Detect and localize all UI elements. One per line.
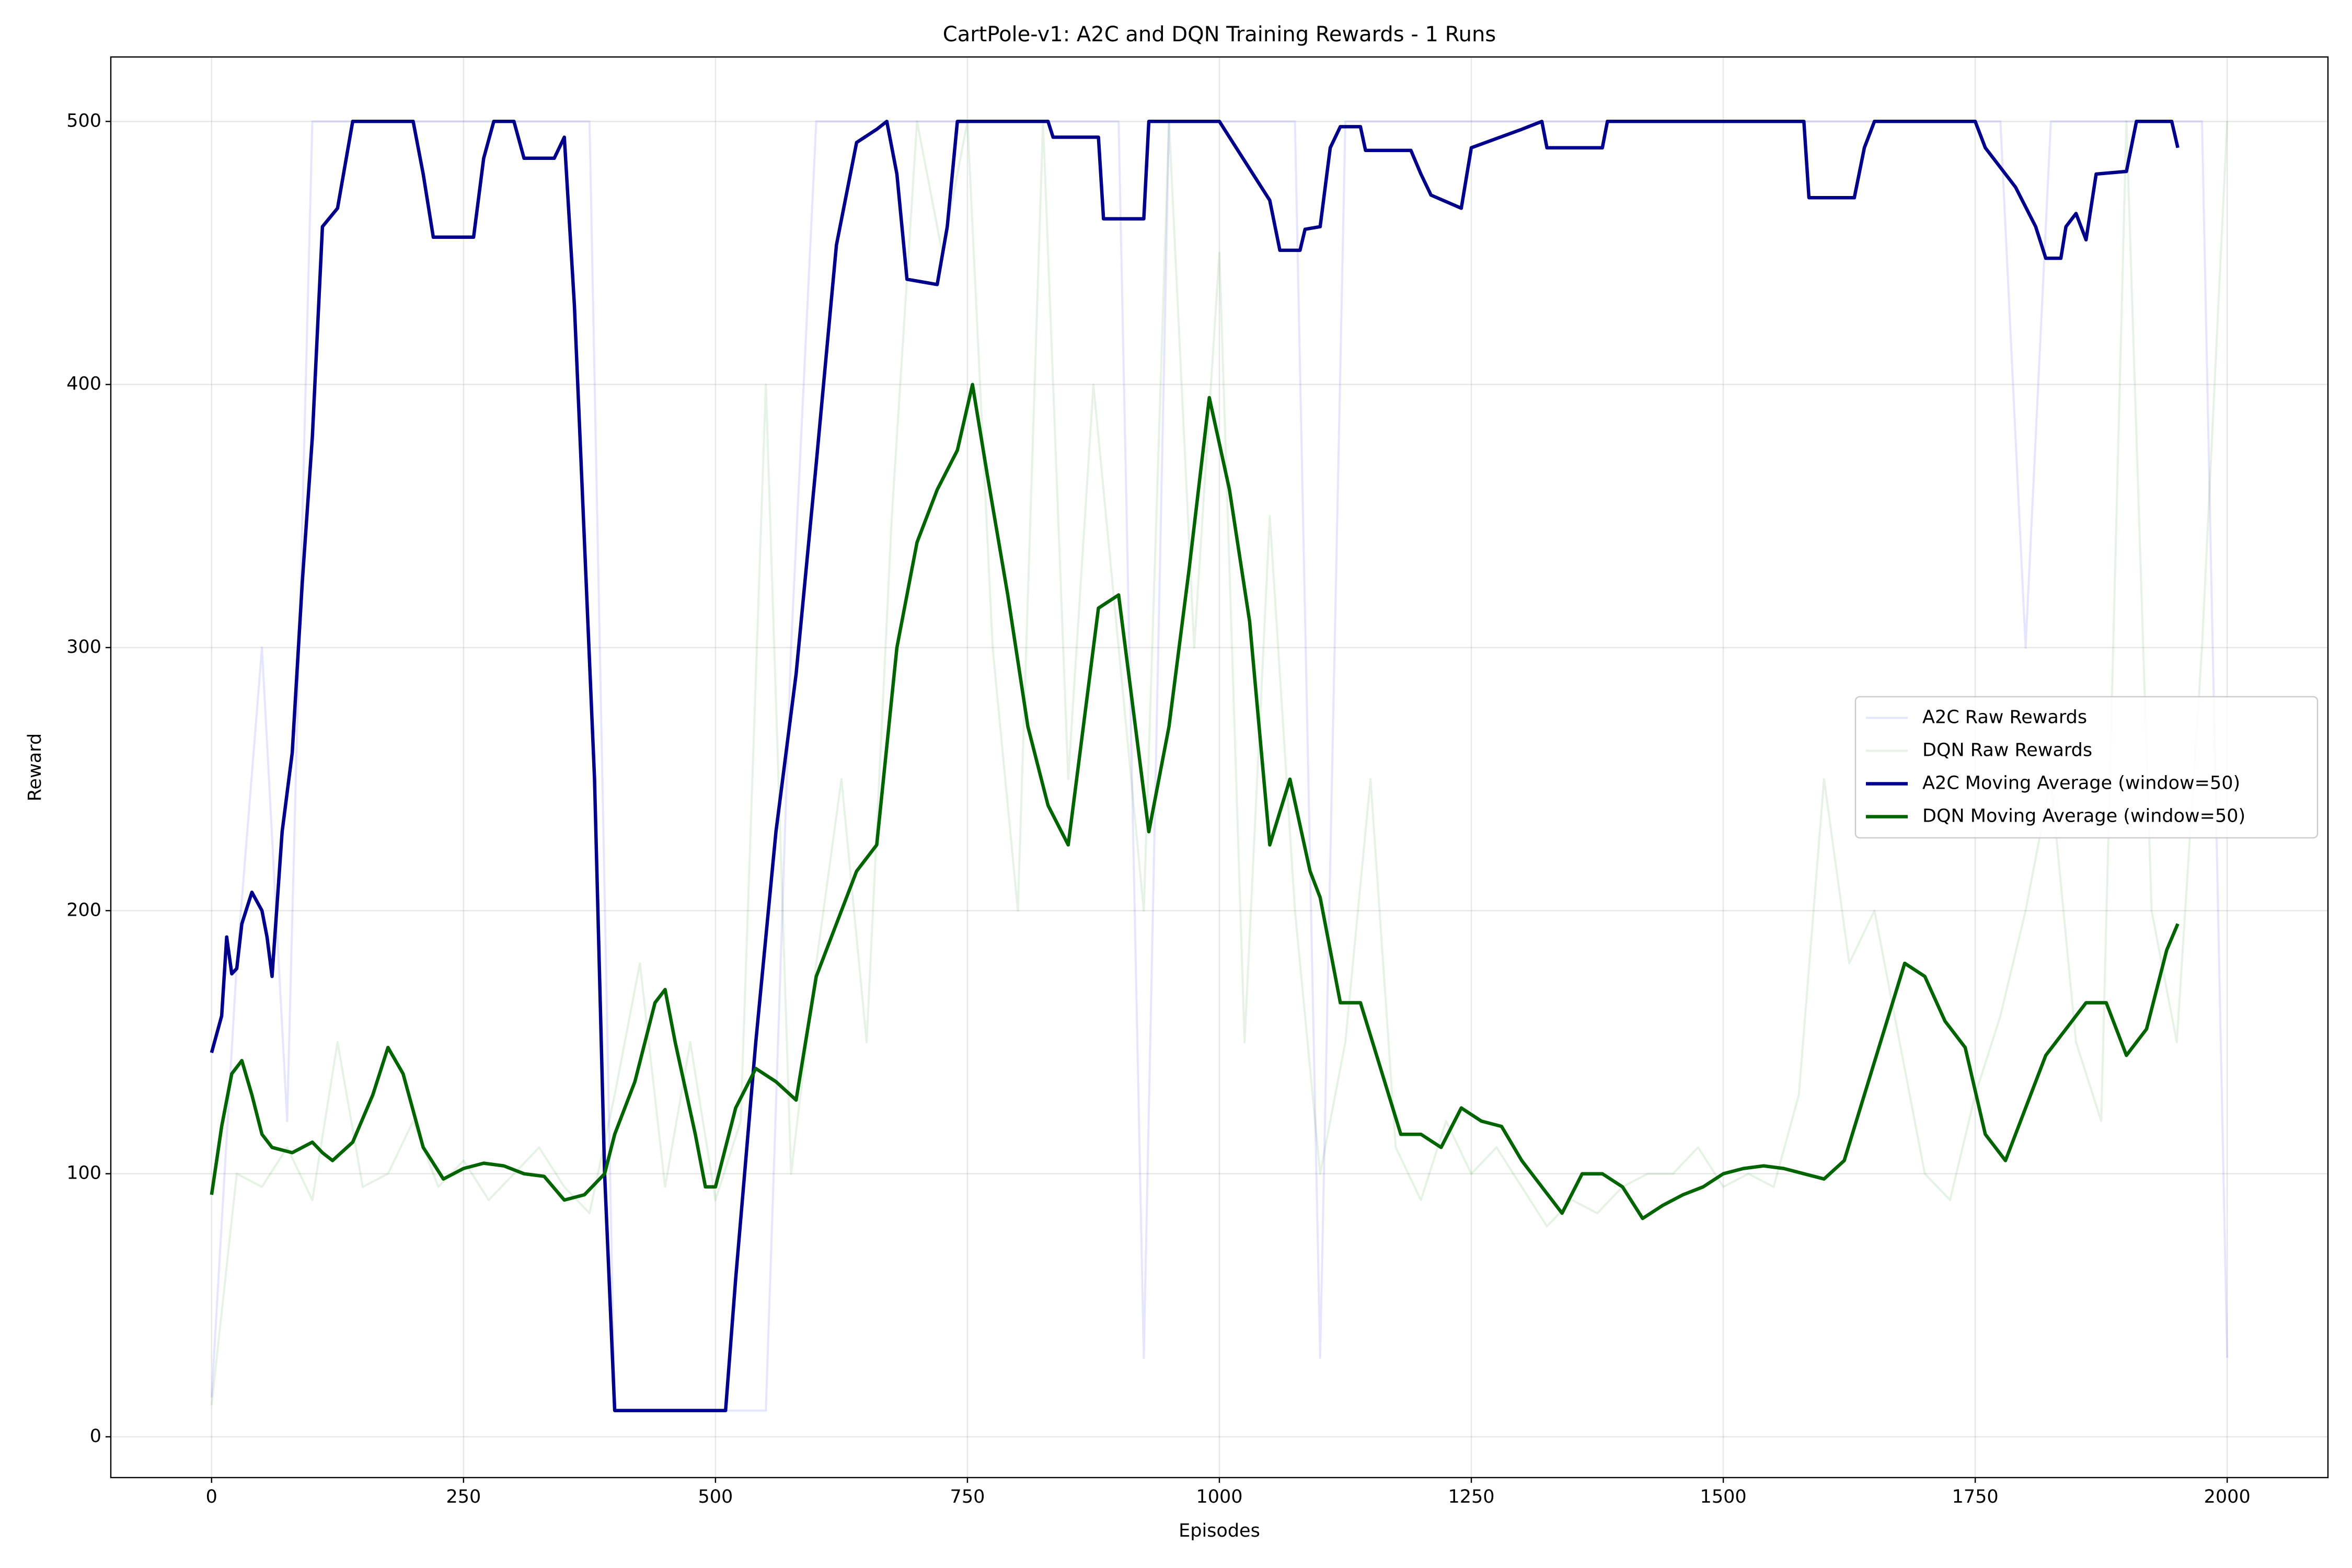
x-axis-label: Episodes [1179, 1520, 1260, 1541]
x-tick-label: 1250 [1448, 1486, 1495, 1507]
legend-box [1854, 696, 2319, 839]
y-tick-label: 400 [66, 374, 101, 395]
legend-label: A2C Raw Rewards [1922, 707, 2087, 728]
x-tick-label: 500 [698, 1486, 733, 1507]
line [210, 383, 2180, 1220]
y-axis-label: Reward [25, 733, 45, 801]
y-tick-label: 300 [66, 637, 101, 658]
x-tick-label: 750 [950, 1486, 985, 1507]
legend-label: A2C Moving Average (window=50) [1922, 773, 2240, 794]
y-tick-label: 200 [66, 900, 101, 920]
x-tick-label: 1750 [1952, 1486, 1999, 1507]
y-tick-label: 0 [90, 1426, 101, 1447]
line [210, 120, 2180, 1412]
legend-label: DQN Moving Average (window=50) [1922, 806, 2245, 827]
x-tick-label: 250 [446, 1486, 481, 1507]
legend-label: DQN Raw Rewards [1922, 740, 2092, 761]
plot-frame [110, 56, 2329, 1479]
line [210, 120, 2229, 1405]
x-tick-label: 2000 [2204, 1486, 2251, 1507]
chart-title: CartPole-v1: A2C and DQN Training Reward… [943, 22, 1496, 47]
y-tick-label: 500 [66, 110, 101, 131]
x-tick-label: 1500 [1700, 1486, 1747, 1507]
x-tick-label: 0 [206, 1486, 217, 1507]
x-tick-label: 1000 [1196, 1486, 1242, 1507]
y-tick-label: 100 [66, 1163, 101, 1184]
